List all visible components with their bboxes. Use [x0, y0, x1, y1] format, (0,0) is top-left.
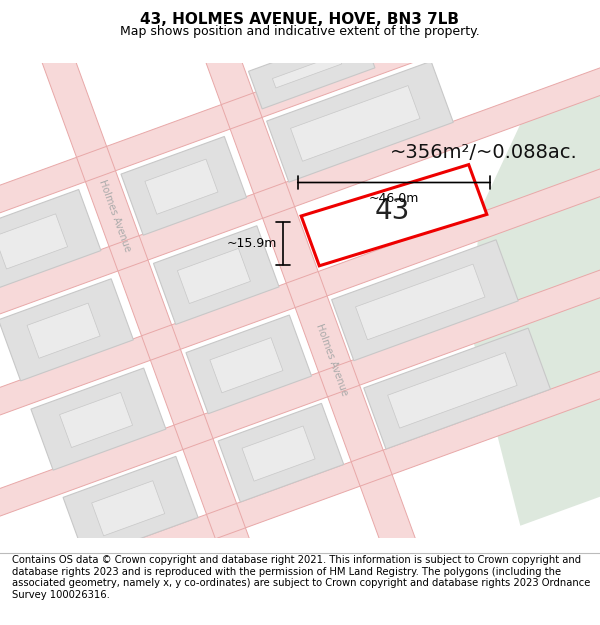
Polygon shape	[218, 403, 344, 502]
Polygon shape	[154, 226, 279, 324]
Text: 43, HOLMES AVENUE, HOVE, BN3 7LB: 43, HOLMES AVENUE, HOVE, BN3 7LB	[140, 12, 460, 27]
Polygon shape	[92, 481, 165, 536]
Polygon shape	[63, 456, 198, 559]
Polygon shape	[0, 0, 600, 264]
Polygon shape	[332, 240, 518, 361]
Text: Holmes Avenue: Holmes Avenue	[314, 322, 350, 398]
Polygon shape	[121, 136, 247, 235]
Polygon shape	[364, 328, 550, 449]
Text: ~46.0m: ~46.0m	[369, 192, 419, 206]
Polygon shape	[248, 30, 375, 109]
Text: Holmes Avenue: Holmes Avenue	[97, 178, 133, 253]
Text: ~15.9m: ~15.9m	[227, 237, 277, 250]
Polygon shape	[186, 315, 311, 414]
Polygon shape	[31, 368, 166, 470]
Polygon shape	[242, 426, 315, 481]
Polygon shape	[301, 164, 487, 266]
Polygon shape	[272, 54, 341, 88]
Polygon shape	[0, 214, 68, 269]
Polygon shape	[0, 322, 600, 621]
Polygon shape	[388, 352, 517, 428]
Polygon shape	[169, 0, 440, 619]
Text: Contains OS data © Crown copyright and database right 2021. This information is : Contains OS data © Crown copyright and d…	[12, 555, 590, 600]
Polygon shape	[178, 248, 250, 304]
Polygon shape	[356, 264, 485, 340]
Polygon shape	[27, 303, 100, 358]
Polygon shape	[0, 279, 133, 381]
Text: Map shows position and indicative extent of the property.: Map shows position and indicative extent…	[120, 26, 480, 39]
Polygon shape	[0, 233, 600, 531]
Text: 43: 43	[375, 197, 410, 225]
Polygon shape	[266, 61, 454, 182]
Polygon shape	[210, 338, 283, 392]
Polygon shape	[290, 86, 420, 161]
Polygon shape	[0, 144, 600, 442]
Polygon shape	[25, 4, 294, 625]
Polygon shape	[471, 86, 600, 526]
Polygon shape	[0, 189, 101, 292]
Text: ~356m²/~0.088ac.: ~356m²/~0.088ac.	[390, 143, 578, 162]
Polygon shape	[59, 392, 133, 448]
Polygon shape	[145, 159, 218, 214]
Polygon shape	[0, 55, 600, 352]
